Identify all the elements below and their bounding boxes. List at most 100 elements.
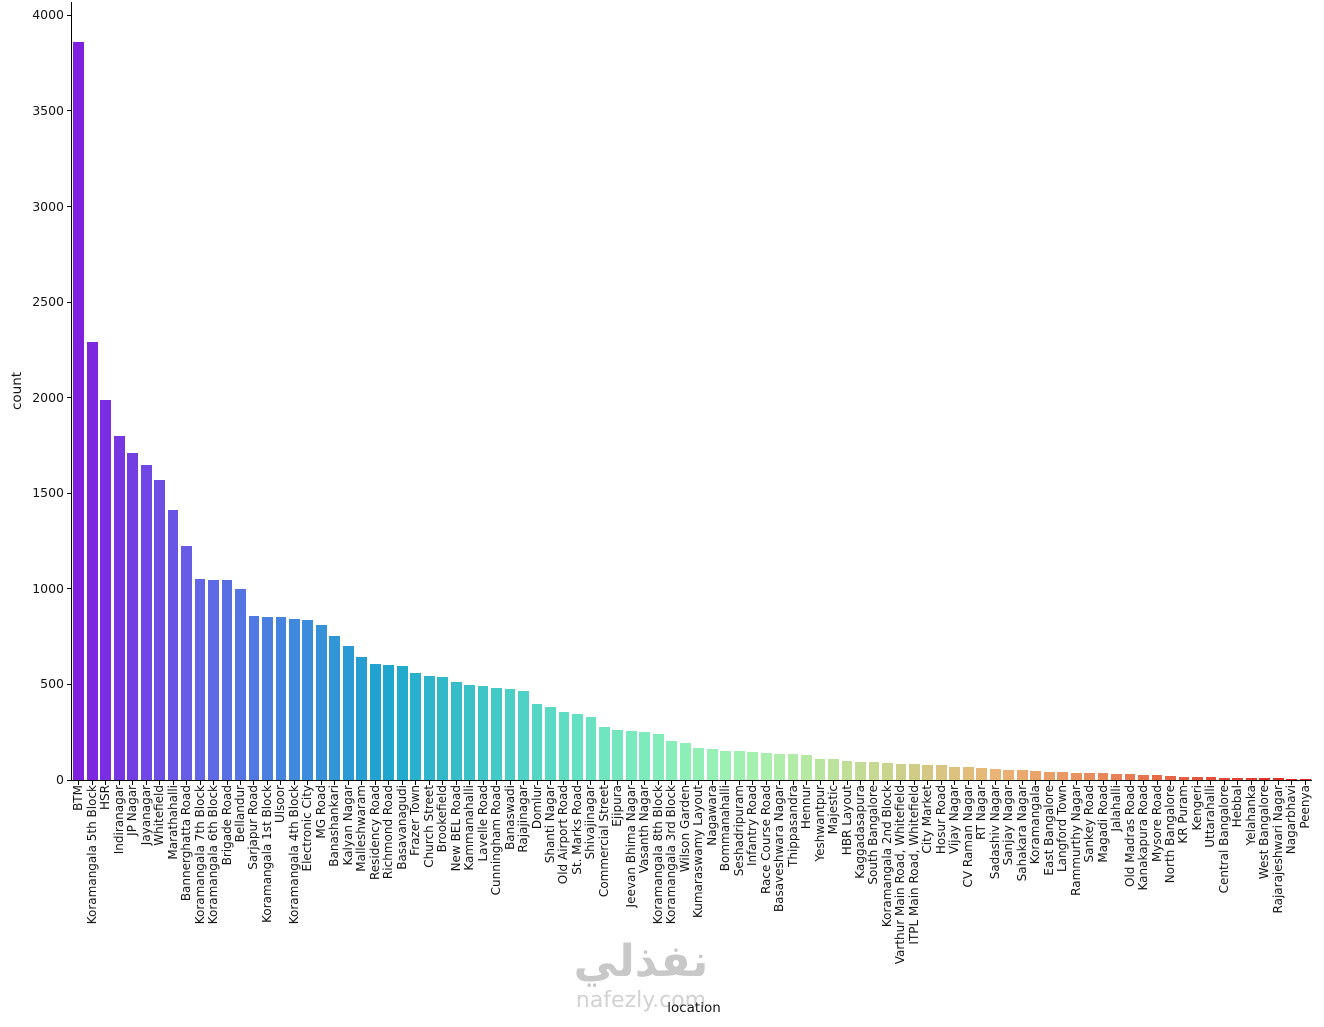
- x-tick-mark: [496, 781, 498, 785]
- x-tick-label: Hennur: [799, 785, 814, 830]
- x-tick-label: Nagarbhavi: [1284, 785, 1299, 855]
- x-tick-mark: [415, 781, 417, 785]
- bar: [73, 42, 85, 780]
- bar: [221, 580, 233, 780]
- x-tick-mark: [940, 781, 942, 785]
- bar: [1151, 775, 1163, 780]
- bar: [612, 729, 624, 780]
- bar: [1245, 778, 1257, 780]
- x-tick-label: West Bangalore: [1257, 785, 1272, 880]
- x-tick-label: Hosur Road: [933, 785, 948, 855]
- x-tick-mark: [1237, 781, 1239, 785]
- x-tick-label: Peenya: [1297, 785, 1312, 829]
- y-tick-label: 1000: [32, 580, 64, 596]
- x-tick-mark: [927, 781, 929, 785]
- y-tick-mark: [67, 301, 71, 303]
- bar: [140, 464, 152, 780]
- x-tick-mark: [374, 781, 376, 785]
- x-tick-mark: [657, 781, 659, 785]
- watermark-site-text: nafezly.com: [575, 988, 707, 1014]
- x-tick-label: Sankey Road: [1082, 785, 1097, 863]
- x-tick-label: Basaveshwara Nagar: [772, 785, 787, 913]
- x-tick-label: Kalyan Nagar: [340, 785, 355, 866]
- x-tick-label: Majestic: [826, 785, 841, 835]
- x-tick-label: Sahakara Nagar: [1014, 785, 1029, 882]
- bar: [666, 741, 678, 780]
- x-tick-mark: [482, 781, 484, 785]
- x-tick-label: Koramangala 8th Block: [650, 785, 665, 925]
- x-tick-mark: [1035, 781, 1037, 785]
- x-tick-mark: [1196, 781, 1198, 785]
- bar: [504, 689, 516, 780]
- bar: [841, 760, 853, 780]
- x-tick-mark: [711, 781, 713, 785]
- x-tick-mark: [1156, 781, 1158, 785]
- x-tick-label: Uttarahalli: [1203, 785, 1218, 848]
- y-tick-mark: [67, 588, 71, 590]
- x-tick-mark: [981, 781, 983, 785]
- x-tick-mark: [132, 781, 134, 785]
- x-tick-mark: [428, 781, 430, 785]
- bar: [720, 750, 732, 780]
- x-tick-mark: [967, 781, 969, 785]
- x-tick-mark: [199, 781, 201, 785]
- bar: [113, 435, 125, 780]
- x-tick-label: RT Nagar: [974, 785, 989, 840]
- y-tick-mark: [67, 492, 71, 494]
- bar: [801, 755, 812, 780]
- x-tick-label: Church Street: [421, 785, 436, 868]
- x-tick-mark: [1250, 781, 1252, 785]
- x-tick-label: Koramangala: [1028, 785, 1043, 865]
- x-tick-mark: [388, 781, 390, 785]
- x-tick-label: Infantry Road: [745, 785, 760, 866]
- bar: [1043, 771, 1055, 780]
- x-tick-mark: [846, 781, 848, 785]
- bar: [599, 727, 610, 780]
- bar: [1003, 769, 1015, 780]
- y-tick-mark: [67, 779, 71, 781]
- x-tick-mark: [792, 781, 794, 785]
- bar: [949, 766, 961, 780]
- x-tick-mark: [91, 781, 93, 785]
- x-tick-mark: [779, 781, 781, 785]
- x-tick-mark: [684, 781, 686, 785]
- x-tick-label: New BEL Road: [448, 785, 463, 872]
- x-tick-mark: [78, 781, 80, 785]
- bar: [235, 588, 246, 780]
- x-tick-label: Yeshwantpur: [812, 785, 827, 862]
- y-tick-mark: [67, 397, 71, 399]
- bar: [639, 732, 651, 780]
- x-axis-spine: [71, 780, 1312, 781]
- x-tick-label: BTM: [71, 785, 86, 811]
- x-tick-label: Commercial Street: [596, 785, 611, 898]
- x-tick-mark: [320, 781, 322, 785]
- bar: [477, 685, 489, 780]
- x-tick-mark: [213, 781, 215, 785]
- x-tick-label: Residency Road: [367, 785, 382, 880]
- y-tick-label: 0: [56, 772, 64, 787]
- bar: [652, 734, 664, 780]
- x-tick-label: Indiranagar: [111, 785, 126, 855]
- x-tick-mark: [347, 781, 349, 785]
- x-tick-label: Mysore Road: [1149, 785, 1164, 863]
- x-tick-mark: [752, 781, 754, 785]
- x-tick-mark: [226, 781, 228, 785]
- y-tick-mark: [67, 206, 71, 208]
- x-tick-label: Koramangala 6th Block: [206, 785, 221, 925]
- x-tick-mark: [1102, 781, 1104, 785]
- x-tick-mark: [549, 781, 551, 785]
- x-tick-label: Yelahanka: [1243, 785, 1258, 846]
- bar: [248, 615, 260, 780]
- bar: [1178, 776, 1190, 780]
- x-tick-mark: [725, 781, 727, 785]
- x-tick-mark: [1116, 781, 1118, 785]
- x-tick-mark: [1169, 781, 1171, 785]
- bar: [774, 753, 785, 780]
- x-tick-label: Hebbal: [1230, 785, 1245, 828]
- x-tick-label: Bannerghatta Road: [179, 785, 194, 902]
- x-tick-label: HSR: [98, 785, 113, 810]
- x-tick-mark: [819, 781, 821, 785]
- x-tick-label: St. Marks Road: [569, 785, 584, 875]
- x-tick-mark: [738, 781, 740, 785]
